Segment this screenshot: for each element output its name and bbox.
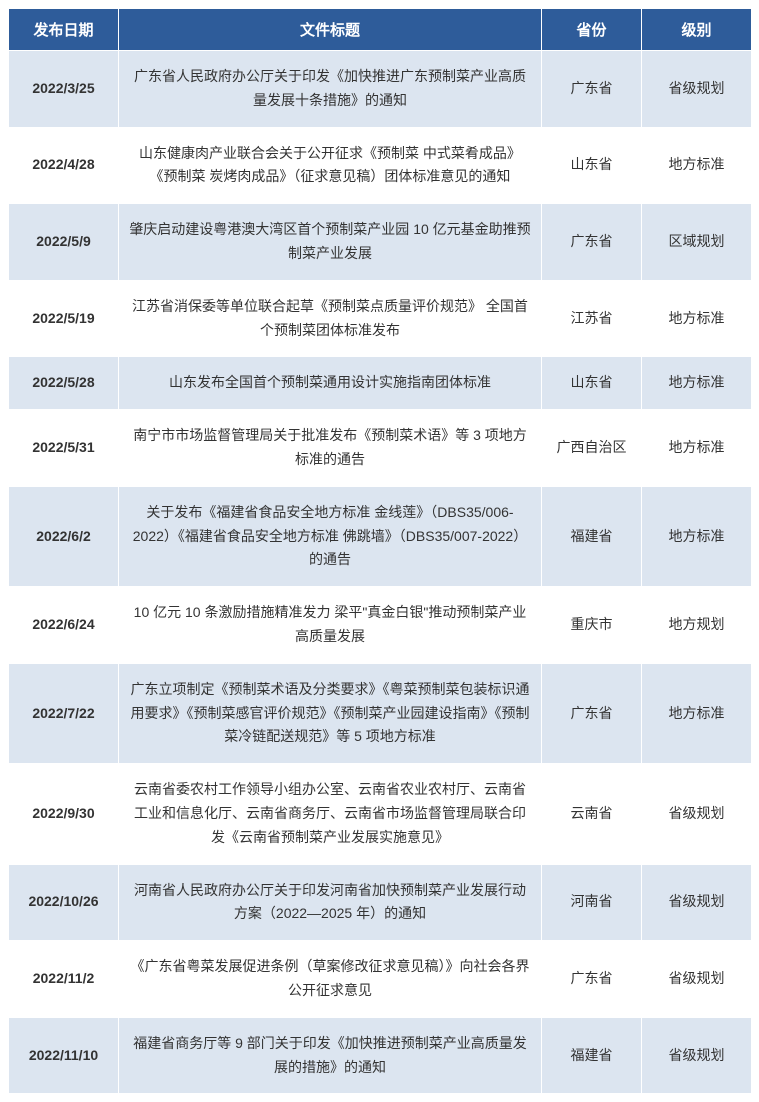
cell-title: 南宁市市场监督管理局关于批准发布《预制菜术语》等 3 项地方标准的通告 (119, 410, 542, 487)
cell-province: 广西自治区 (542, 410, 642, 487)
cell-province: 广东省 (542, 51, 642, 128)
cell-title: 云南省委农村工作领导小组办公室、云南省农业农村厅、云南省工业和信息化厅、云南省商… (119, 764, 542, 864)
cell-title: 山东健康肉产业联合会关于公开征求《预制菜 中式菜肴成品》《预制菜 炭烤肉成品》（… (119, 127, 542, 204)
cell-province: 广东省 (542, 204, 642, 281)
cell-province: 云南省 (542, 764, 642, 864)
cell-date: 2022/10/26 (9, 864, 119, 941)
table-row: 2022/11/2《广东省粤菜发展促进条例（草案修改征求意见稿）》向社会各界公开… (9, 941, 752, 1018)
cell-date: 2022/5/19 (9, 280, 119, 357)
table-row: 2022/6/2410 亿元 10 条激励措施精准发力 梁平"真金白银"推动预制… (9, 587, 752, 664)
cell-province: 重庆市 (542, 587, 642, 664)
cell-level: 省级规划 (642, 764, 752, 864)
cell-date: 2022/3/25 (9, 51, 119, 128)
cell-level: 地方标准 (642, 280, 752, 357)
header-province: 省份 (542, 9, 642, 51)
cell-date: 2022/7/22 (9, 663, 119, 763)
cell-level: 区域规划 (642, 204, 752, 281)
cell-title: 关于发布《福建省食品安全地方标准 金线莲》（DBS35/006-2022）《福建… (119, 486, 542, 586)
table-header-row: 发布日期 文件标题 省份 级别 (9, 9, 752, 51)
table-row: 2022/10/26河南省人民政府办公厅关于印发河南省加快预制菜产业发展行动方案… (9, 864, 752, 941)
cell-date: 2022/11/2 (9, 941, 119, 1018)
cell-level: 地方标准 (642, 127, 752, 204)
header-date: 发布日期 (9, 9, 119, 51)
table-row: 2022/7/22广东立项制定《预制菜术语及分类要求》《粤菜预制菜包装标识通用要… (9, 663, 752, 763)
cell-title: 广东立项制定《预制菜术语及分类要求》《粤菜预制菜包装标识通用要求》《预制菜感官评… (119, 663, 542, 763)
cell-province: 山东省 (542, 357, 642, 410)
table-row: 2022/9/30云南省委农村工作领导小组办公室、云南省农业农村厅、云南省工业和… (9, 764, 752, 864)
cell-level: 地方标准 (642, 410, 752, 487)
table-row: 2022/4/28山东健康肉产业联合会关于公开征求《预制菜 中式菜肴成品》《预制… (9, 127, 752, 204)
header-level: 级别 (642, 9, 752, 51)
table-row: 2022/6/2关于发布《福建省食品安全地方标准 金线莲》（DBS35/006-… (9, 486, 752, 586)
table-row: 2022/5/9肇庆启动建设粤港澳大湾区首个预制菜产业园 10 亿元基金助推预制… (9, 204, 752, 281)
cell-date: 2022/5/31 (9, 410, 119, 487)
table-row: 2022/5/19江苏省消保委等单位联合起草《预制菜点质量评价规范》 全国首个预… (9, 280, 752, 357)
cell-level: 省级规划 (642, 864, 752, 941)
cell-title: 10 亿元 10 条激励措施精准发力 梁平"真金白银"推动预制菜产业高质量发展 (119, 587, 542, 664)
cell-title: 《广东省粤菜发展促进条例（草案修改征求意见稿）》向社会各界公开征求意见 (119, 941, 542, 1018)
cell-level: 地方标准 (642, 663, 752, 763)
cell-province: 广东省 (542, 663, 642, 763)
cell-level: 省级规划 (642, 941, 752, 1018)
cell-province: 福建省 (542, 1017, 642, 1094)
cell-level: 地方规划 (642, 587, 752, 664)
cell-province: 广东省 (542, 941, 642, 1018)
cell-title: 山东发布全国首个预制菜通用设计实施指南团体标准 (119, 357, 542, 410)
cell-level: 省级规划 (642, 1017, 752, 1094)
cell-province: 河南省 (542, 864, 642, 941)
table-body: 2022/3/25广东省人民政府办公厅关于印发《加快推进广东预制菜产业高质量发展… (9, 51, 752, 1094)
cell-date: 2022/11/10 (9, 1017, 119, 1094)
cell-date: 2022/4/28 (9, 127, 119, 204)
cell-title: 福建省商务厅等 9 部门关于印发《加快推进预制菜产业高质量发展的措施》的通知 (119, 1017, 542, 1094)
cell-title: 肇庆启动建设粤港澳大湾区首个预制菜产业园 10 亿元基金助推预制菜产业发展 (119, 204, 542, 281)
cell-title: 江苏省消保委等单位联合起草《预制菜点质量评价规范》 全国首个预制菜团体标准发布 (119, 280, 542, 357)
cell-title: 河南省人民政府办公厅关于印发河南省加快预制菜产业发展行动方案（2022—2025… (119, 864, 542, 941)
header-title: 文件标题 (119, 9, 542, 51)
cell-level: 省级规划 (642, 51, 752, 128)
cell-level: 地方标准 (642, 357, 752, 410)
cell-province: 江苏省 (542, 280, 642, 357)
table-row: 2022/5/28山东发布全国首个预制菜通用设计实施指南团体标准山东省地方标准 (9, 357, 752, 410)
cell-date: 2022/5/9 (9, 204, 119, 281)
cell-province: 山东省 (542, 127, 642, 204)
table-row: 2022/5/31南宁市市场监督管理局关于批准发布《预制菜术语》等 3 项地方标… (9, 410, 752, 487)
table-row: 2022/11/10福建省商务厅等 9 部门关于印发《加快推进预制菜产业高质量发… (9, 1017, 752, 1094)
cell-date: 2022/5/28 (9, 357, 119, 410)
policy-table: 发布日期 文件标题 省份 级别 2022/3/25广东省人民政府办公厅关于印发《… (8, 8, 752, 1094)
table-row: 2022/3/25广东省人民政府办公厅关于印发《加快推进广东预制菜产业高质量发展… (9, 51, 752, 128)
cell-date: 2022/6/24 (9, 587, 119, 664)
cell-date: 2022/6/2 (9, 486, 119, 586)
cell-title: 广东省人民政府办公厅关于印发《加快推进广东预制菜产业高质量发展十条措施》的通知 (119, 51, 542, 128)
cell-level: 地方标准 (642, 486, 752, 586)
cell-province: 福建省 (542, 486, 642, 586)
cell-date: 2022/9/30 (9, 764, 119, 864)
